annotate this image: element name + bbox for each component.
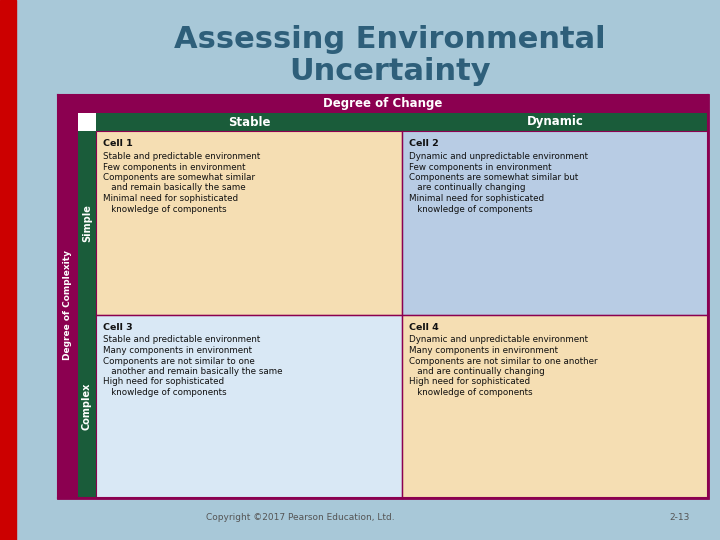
Text: Dynamic and unpredictable environment: Dynamic and unpredictable environment xyxy=(409,335,588,345)
Bar xyxy=(58,95,708,113)
Text: Dynamic: Dynamic xyxy=(526,116,583,129)
Text: Stable and predictable environment: Stable and predictable environment xyxy=(103,152,260,161)
Text: knowledge of components: knowledge of components xyxy=(103,388,227,397)
Bar xyxy=(58,113,78,498)
Text: High need for sophisticated: High need for sophisticated xyxy=(103,377,224,387)
Text: Assessing Environmental: Assessing Environmental xyxy=(174,25,606,55)
Text: knowledge of components: knowledge of components xyxy=(103,205,227,213)
Text: Few components in environment: Few components in environment xyxy=(409,163,552,172)
Text: Degree of Change: Degree of Change xyxy=(323,98,443,111)
Text: Minimal need for sophisticated: Minimal need for sophisticated xyxy=(409,194,544,203)
Bar xyxy=(96,113,708,131)
Text: Cell 2: Cell 2 xyxy=(409,139,438,148)
Text: High need for sophisticated: High need for sophisticated xyxy=(409,377,530,387)
Text: Few components in environment: Few components in environment xyxy=(103,163,246,172)
Text: another and remain basically the same: another and remain basically the same xyxy=(103,367,282,376)
Text: Uncertainty: Uncertainty xyxy=(289,57,491,86)
Bar xyxy=(96,131,402,314)
Text: Cell 4: Cell 4 xyxy=(409,322,438,332)
Bar xyxy=(402,314,708,498)
Text: Many components in environment: Many components in environment xyxy=(103,346,252,355)
Text: and remain basically the same: and remain basically the same xyxy=(103,184,246,192)
Bar xyxy=(78,131,96,314)
Text: Minimal need for sophisticated: Minimal need for sophisticated xyxy=(103,194,238,203)
Text: Degree of Complexity: Degree of Complexity xyxy=(63,251,73,361)
Bar xyxy=(58,95,708,498)
Text: Copyright ©2017 Pearson Education, Ltd.: Copyright ©2017 Pearson Education, Ltd. xyxy=(206,514,395,523)
Text: Stable and predictable environment: Stable and predictable environment xyxy=(103,335,260,345)
Text: Cell 3: Cell 3 xyxy=(103,322,132,332)
Text: Components are somewhat similar: Components are somewhat similar xyxy=(103,173,255,182)
Text: Components are not similar to one: Components are not similar to one xyxy=(103,356,255,366)
Text: knowledge of components: knowledge of components xyxy=(409,388,533,397)
Text: Simple: Simple xyxy=(82,204,92,242)
Text: 2-13: 2-13 xyxy=(670,514,690,523)
Text: Complex: Complex xyxy=(82,382,92,430)
Text: and are continually changing: and are continually changing xyxy=(409,367,545,376)
Text: Dynamic and unpredictable environment: Dynamic and unpredictable environment xyxy=(409,152,588,161)
Bar xyxy=(96,314,402,498)
Bar xyxy=(0,0,16,540)
Text: Cell 1: Cell 1 xyxy=(103,139,132,148)
Text: Stable: Stable xyxy=(228,116,270,129)
Text: Components are somewhat similar but: Components are somewhat similar but xyxy=(409,173,578,182)
Text: knowledge of components: knowledge of components xyxy=(409,205,533,213)
Bar xyxy=(402,131,708,314)
Text: are continually changing: are continually changing xyxy=(409,184,526,192)
Text: Components are not similar to one another: Components are not similar to one anothe… xyxy=(409,356,598,366)
Bar xyxy=(78,314,96,498)
Text: Many components in environment: Many components in environment xyxy=(409,346,558,355)
